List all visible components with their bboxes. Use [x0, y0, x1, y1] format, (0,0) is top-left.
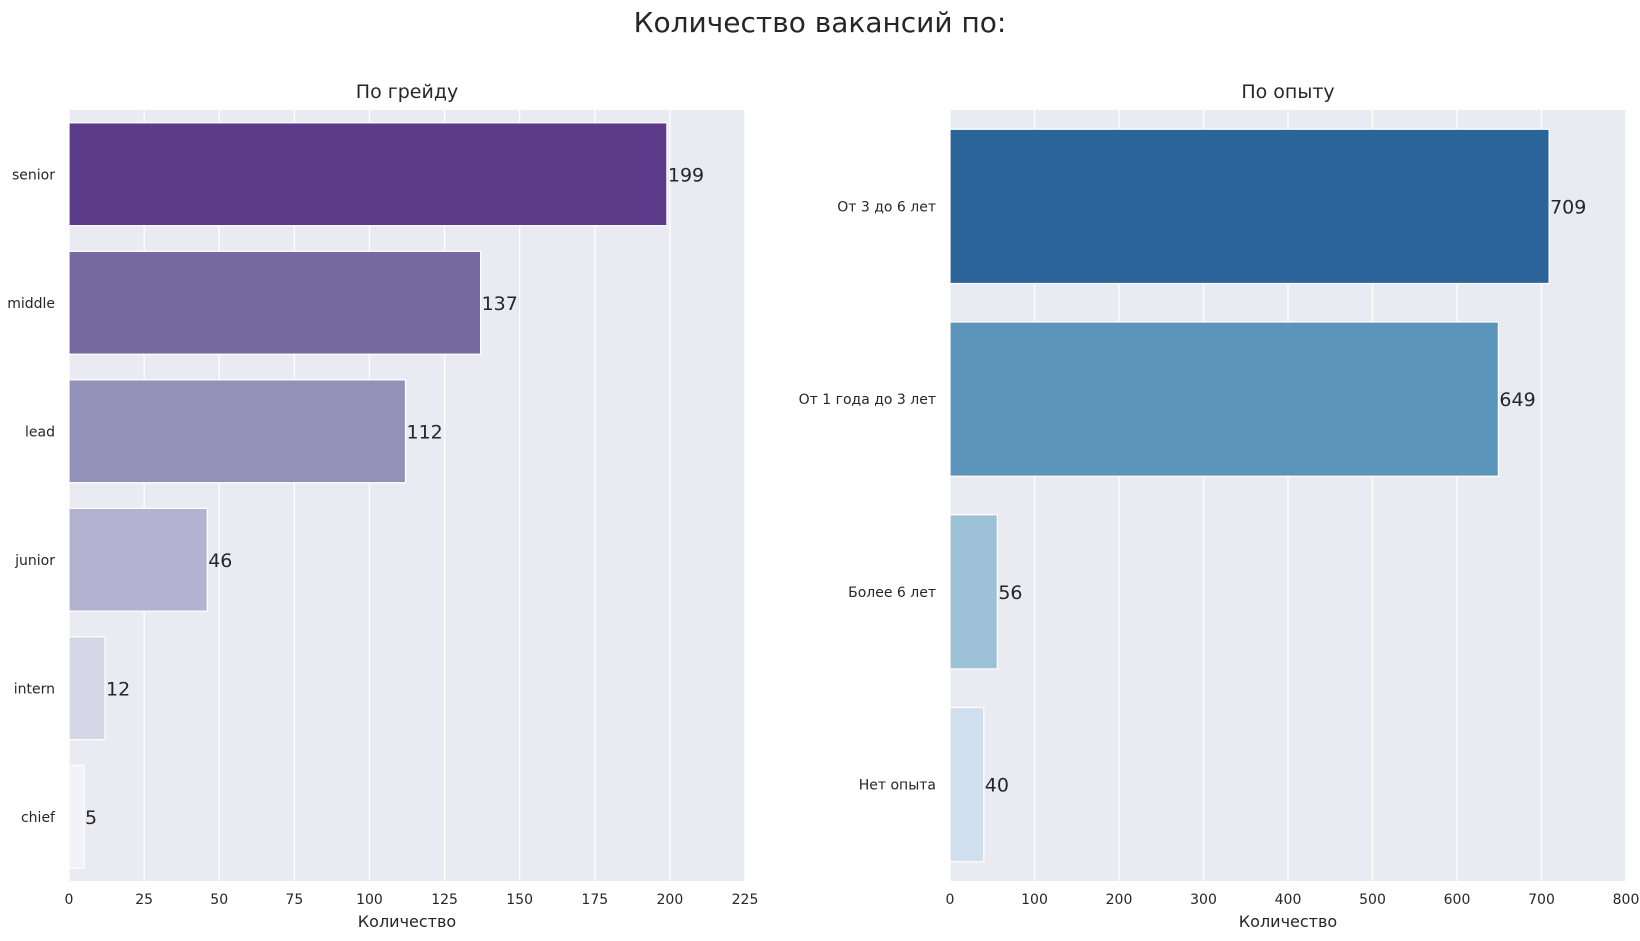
experience-x-tick-label: 200 — [1106, 892, 1133, 908]
grade-bar-value-label: 12 — [106, 678, 130, 700]
experience-bar-value-label: 709 — [1550, 196, 1586, 218]
experience-bar — [949, 514, 998, 670]
experience-category-label: Более 6 лет — [848, 585, 936, 601]
experience-x-tick-label: 100 — [1021, 892, 1048, 908]
grade-category-label: middle — [7, 296, 55, 312]
figure-title: Количество вакансий по: — [634, 6, 1007, 39]
grade-x-axis-label: Количество — [358, 912, 456, 931]
grade-x-tick-label: 50 — [210, 892, 228, 908]
grade-plot-area — [69, 110, 745, 881]
grade-category-label: junior — [14, 553, 55, 569]
grade-x-tick-label: 175 — [581, 892, 608, 908]
experience-x-axis-label: Количество — [1239, 912, 1337, 931]
grade-bar-value-label: 199 — [668, 164, 704, 186]
experience-x-tick-label: 600 — [1444, 892, 1471, 908]
experience-category-label: От 3 до 6 лет — [837, 199, 936, 215]
grade-bar-chart: По грейду 199 senior 137 middle 112 lead 46 juni… — [7, 81, 758, 931]
experience-bar-chart: По опыту 709 От 3 до 6 лет 649 От 1 года до … — [799, 81, 1640, 931]
grade-x-tick-label: 225 — [732, 892, 759, 908]
grade-bar-value-label: 137 — [482, 293, 518, 315]
experience-x-tick-label: 700 — [1528, 892, 1555, 908]
experience-x-tick-label: 500 — [1359, 892, 1386, 908]
grade-category-label: chief — [21, 810, 56, 826]
experience-bar — [949, 128, 1550, 285]
grade-bar-value-label: 46 — [208, 550, 232, 572]
grade-bar — [68, 379, 407, 484]
grade-x-tick-label: 75 — [285, 892, 303, 908]
experience-bar — [949, 706, 985, 863]
grade-bar-value-label: 5 — [85, 807, 97, 829]
grade-category-label: intern — [14, 681, 55, 697]
grade-x-tick-label: 0 — [65, 892, 74, 908]
grade-bar — [68, 250, 482, 355]
grade-x-tick-label: 125 — [431, 892, 458, 908]
experience-bar-value-label: 40 — [985, 775, 1009, 797]
experience-bar-value-label: 56 — [998, 582, 1022, 604]
experience-x-tick-label: 800 — [1613, 892, 1640, 908]
grade-category-label: lead — [25, 424, 55, 440]
experience-x-tick-label: 0 — [946, 892, 955, 908]
grade-x-tick-label: 100 — [356, 892, 383, 908]
grade-x-tick-label: 25 — [135, 892, 153, 908]
grade-bar — [68, 122, 668, 227]
grade-bar — [68, 636, 106, 741]
experience-category-label: Нет опыта — [859, 778, 936, 794]
grade-x-tick-label: 200 — [657, 892, 684, 908]
experience-x-tick-label: 400 — [1275, 892, 1302, 908]
experience-bar-value-label: 649 — [1499, 389, 1535, 411]
grade-bar-value-label: 112 — [406, 421, 442, 443]
experience-bar — [949, 321, 1500, 477]
experience-x-tick-label: 300 — [1190, 892, 1217, 908]
grade-category-label: senior — [12, 167, 55, 183]
experience-chart-title: По опыту — [1241, 81, 1334, 103]
grade-bar — [68, 764, 85, 869]
grade-bar — [68, 507, 208, 612]
grade-x-tick-label: 150 — [506, 892, 533, 908]
grade-chart-title: По грейду — [356, 81, 458, 103]
experience-category-label: От 1 года до 3 лет — [799, 392, 936, 408]
